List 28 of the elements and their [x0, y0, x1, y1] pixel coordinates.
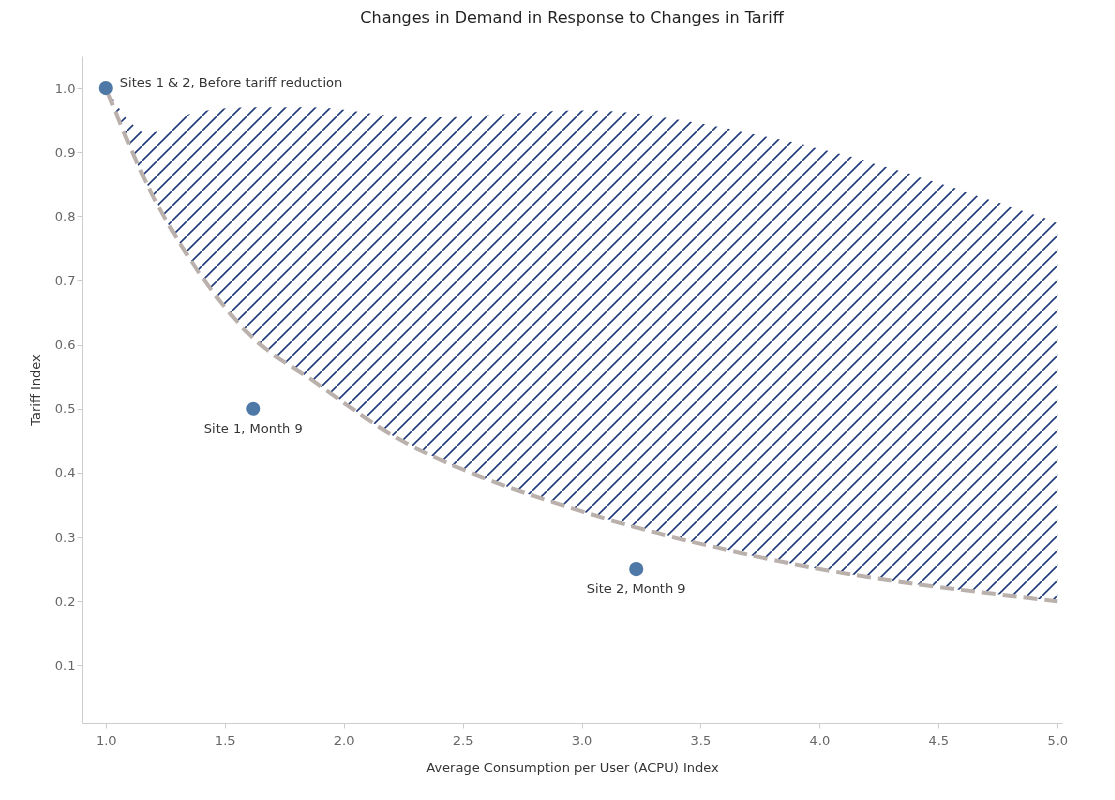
point	[98, 81, 113, 96]
x-axis-title: Average Consumption per User (ACPU) Index	[426, 759, 719, 775]
y-tick-label: 0.7	[54, 272, 76, 288]
chart-title: Changes in Demand in Response to Changes in Tariff	[360, 8, 785, 27]
point	[629, 562, 644, 577]
y-tick-label: 1.0	[54, 80, 76, 96]
y-tick-label: 0.9	[54, 144, 76, 160]
x-tick-label: 1.0	[95, 732, 117, 748]
y-tick-label: 0.3	[54, 529, 76, 545]
annotation: Site 2, Month 9	[586, 581, 686, 597]
annotation: Site 1, Month 9	[203, 420, 303, 436]
x-tick-label: 5.0	[1047, 732, 1069, 748]
y-tick-label: 0.8	[54, 208, 76, 224]
y-tick-label: 0.2	[54, 593, 76, 609]
x-tick-label: 3.0	[571, 732, 593, 748]
y-tick-label: 0.1	[54, 657, 76, 673]
x-tick-label: 4.0	[809, 732, 831, 748]
x-tick-label: 1.5	[214, 732, 236, 748]
y-tick-label: 0.6	[54, 337, 76, 353]
point	[246, 401, 261, 416]
x-tick-label: 2.5	[452, 732, 474, 748]
x-tick-label: 4.5	[928, 732, 950, 748]
x-tick-label: 3.5	[690, 732, 712, 748]
x-tick-label: 2.0	[333, 732, 355, 748]
y-tick-label: 0.4	[54, 465, 76, 481]
annotation: Sites 1 & 2, Before tariff reduction	[119, 75, 343, 91]
y-tick-label: 0.5	[54, 401, 76, 417]
y-axis-title: Tariff Index	[27, 353, 43, 427]
